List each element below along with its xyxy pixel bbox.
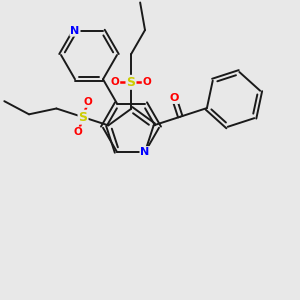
Text: S: S <box>127 76 136 89</box>
Text: O: O <box>84 97 92 107</box>
Text: O: O <box>111 77 119 87</box>
Text: N: N <box>140 147 150 157</box>
Text: S: S <box>79 111 88 124</box>
Text: N: N <box>70 26 80 36</box>
Text: O: O <box>169 93 179 103</box>
Text: O: O <box>74 128 82 137</box>
Text: O: O <box>142 77 152 87</box>
